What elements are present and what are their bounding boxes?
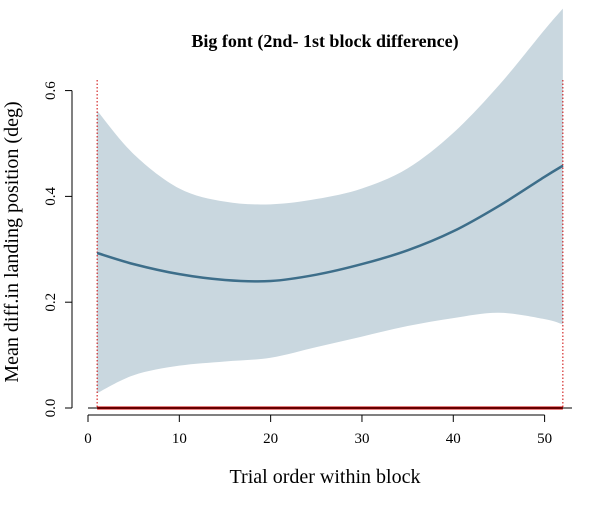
y-tick-label: 0.4	[43, 187, 59, 206]
y-tick-label: 0.2	[43, 293, 59, 312]
plot-area	[88, 8, 572, 410]
x-tick-label: 20	[263, 431, 278, 447]
y-axis: 0.0 0.2 0.4 0.6	[43, 81, 73, 418]
fitted-line	[96, 164, 564, 283]
confidence-band	[97, 8, 563, 394]
y-tick-label: 0.0	[43, 399, 59, 418]
x-tick-label: 0	[84, 431, 92, 447]
chart-title: Big font (2nd- 1st block difference)	[191, 31, 458, 52]
x-tick-label: 10	[172, 431, 187, 447]
x-axis: 0 10 20 30 40 50	[84, 414, 552, 447]
x-tick-label: 40	[446, 431, 461, 447]
y-axis-label: Mean diff.in landing position (deg)	[1, 101, 23, 382]
x-axis-label: Trial order within block	[230, 466, 421, 488]
y-tick-label: 0.6	[43, 81, 59, 100]
x-tick-label: 30	[354, 431, 369, 447]
x-tick-label: 50	[537, 431, 552, 447]
